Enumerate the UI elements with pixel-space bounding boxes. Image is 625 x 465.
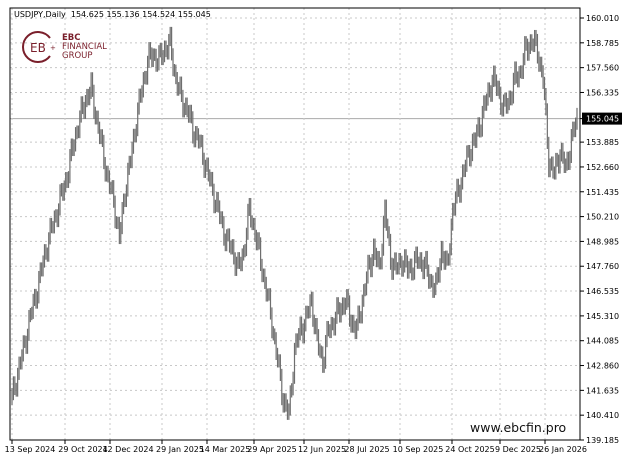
x-tick-label: 29 Apr 2025	[247, 445, 296, 454]
y-tick-label: 142.860	[586, 362, 619, 371]
y-tick-label: 146.535	[586, 287, 619, 296]
x-tick-label: 12 Dec 2024	[102, 445, 153, 454]
y-axis: 160.010 158.785 157.560 156.335 155.045 153.8…	[580, 14, 622, 445]
symbol-header: USDJPY,Daily 154.625 155.136 154.524 155…	[14, 10, 211, 19]
ohlc-values: 154.625 155.136 154.524 155.045	[70, 10, 211, 19]
x-tick-label: 28 Jul 2025	[344, 445, 389, 454]
x-tick-label: 12 Jun 2025	[298, 445, 346, 454]
x-tick-label: 29 Jan 2025	[156, 445, 204, 454]
y-tick-label: 150.210	[586, 213, 619, 222]
logo-text-ebc: EBC	[62, 32, 81, 43]
x-tick-label: 14 Mar 2025	[200, 445, 251, 454]
y-tick-label: 156.335	[586, 88, 619, 97]
watermark: www.ebcfin.pro	[470, 420, 567, 435]
x-tick-label: 26 Jan 2026	[539, 445, 587, 454]
logo-text-financial: FINANCIAL	[62, 41, 107, 52]
price-bars	[11, 26, 578, 420]
y-tick-label: 145.310	[586, 312, 619, 321]
symbol-label: USDJPY,Daily	[14, 10, 66, 19]
ebc-logo-icon: EB +	[22, 31, 56, 63]
y-tick-label: 153.885	[586, 138, 619, 147]
svg-text:EB: EB	[30, 41, 46, 55]
y-tick-label: 139.185	[586, 436, 619, 445]
ebc-logo: EB + EBC FINANCIAL GROUP	[22, 30, 107, 64]
plot-frame	[9, 7, 581, 441]
x-tick-label: 24 Oct 2025	[445, 445, 494, 454]
y-tick-label: 148.985	[586, 237, 619, 246]
x-tick-label: 9 Dec 2025	[495, 445, 541, 454]
y-tick-label: 152.660	[586, 163, 619, 172]
y-tick-label: 160.010	[586, 14, 619, 23]
logo-text-group: GROUP	[62, 50, 93, 61]
x-tick-label: 29 Oct 2024	[58, 445, 107, 454]
y-tick-label: 155.045	[586, 115, 619, 124]
y-tick-label: 144.085	[586, 337, 619, 346]
svg-text:+: +	[50, 44, 56, 52]
y-tick-label: 151.435	[586, 188, 619, 197]
y-tick-label: 147.760	[586, 262, 619, 271]
x-tick-label: 10 Sep 2025	[393, 445, 444, 454]
y-tick-label: 158.785	[586, 39, 619, 48]
y-tick-label: 157.560	[586, 64, 619, 73]
x-tick-label: 13 Sep 2024	[5, 445, 56, 454]
current-price-tag	[582, 112, 622, 125]
y-tick-label: 140.410	[586, 411, 619, 420]
y-tick-label: 141.635	[586, 386, 619, 395]
